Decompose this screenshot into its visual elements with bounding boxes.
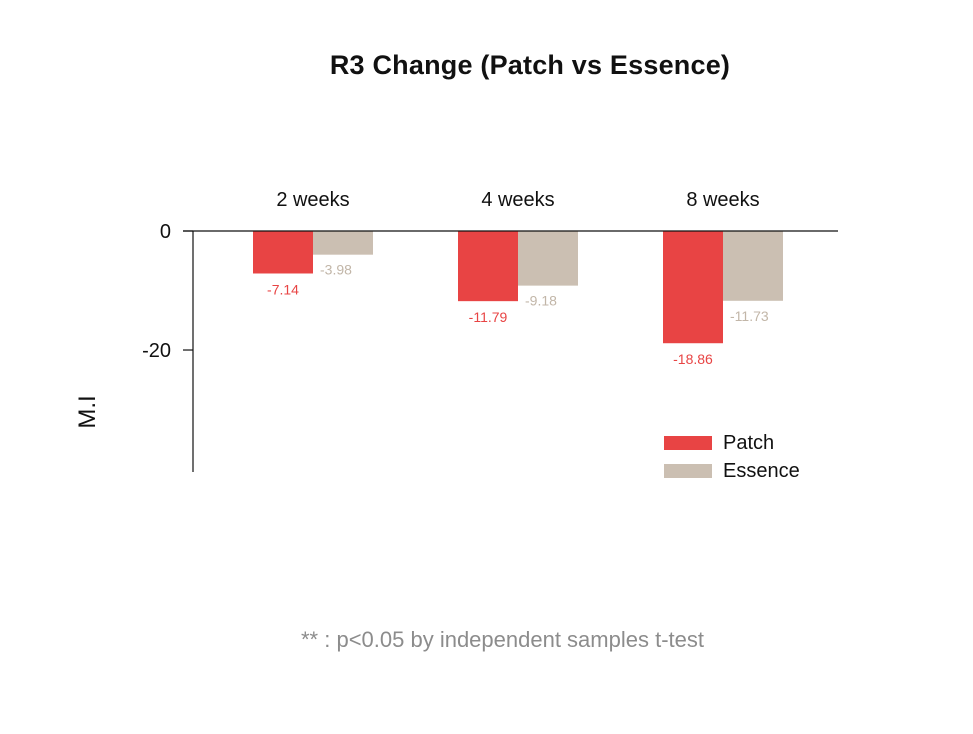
category-label: 8 weeks [686,189,759,211]
category-label: 2 weeks [276,189,349,211]
bar-patch [663,231,723,344]
legend-label-essence: Essence [723,460,800,482]
category-label: 4 weeks [481,189,554,211]
bar-essence [723,231,783,301]
data-label-essence: -9.18 [525,293,557,309]
category-labels-group: 2 weeks 4 weeks 8 weeks [276,189,759,211]
bars-group [253,231,783,344]
legend-swatch-essence [664,464,712,478]
y-tick-label: -20 [142,340,171,362]
bar-patch [458,231,518,302]
data-label-essence: -3.98 [320,262,352,278]
legend-swatch-patch [664,436,712,450]
chart-title: R3 Change (Patch vs Essence) [329,50,731,80]
bar-patch [253,231,313,274]
legend-label-patch: Patch [723,432,774,454]
legend: Patch Essence [664,432,800,482]
y-tick-label: 0 [160,221,171,243]
footnote: ** : p<0.05 by independent samples t-tes… [301,627,704,652]
data-label-patch: -11.79 [469,309,508,325]
data-label-patch: -7.14 [267,281,299,297]
value-labels-group: -7.14 -3.98 -11.79 -9.18 -18.86 -11.73 [267,262,769,368]
y-ticks-group: 0 -20 [142,221,193,362]
data-label-patch: -18.86 [673,351,713,367]
bar-essence [518,231,578,286]
y-axis-label: M.I [74,395,101,428]
bar-essence [313,231,373,255]
data-label-essence: -11.73 [730,308,769,324]
